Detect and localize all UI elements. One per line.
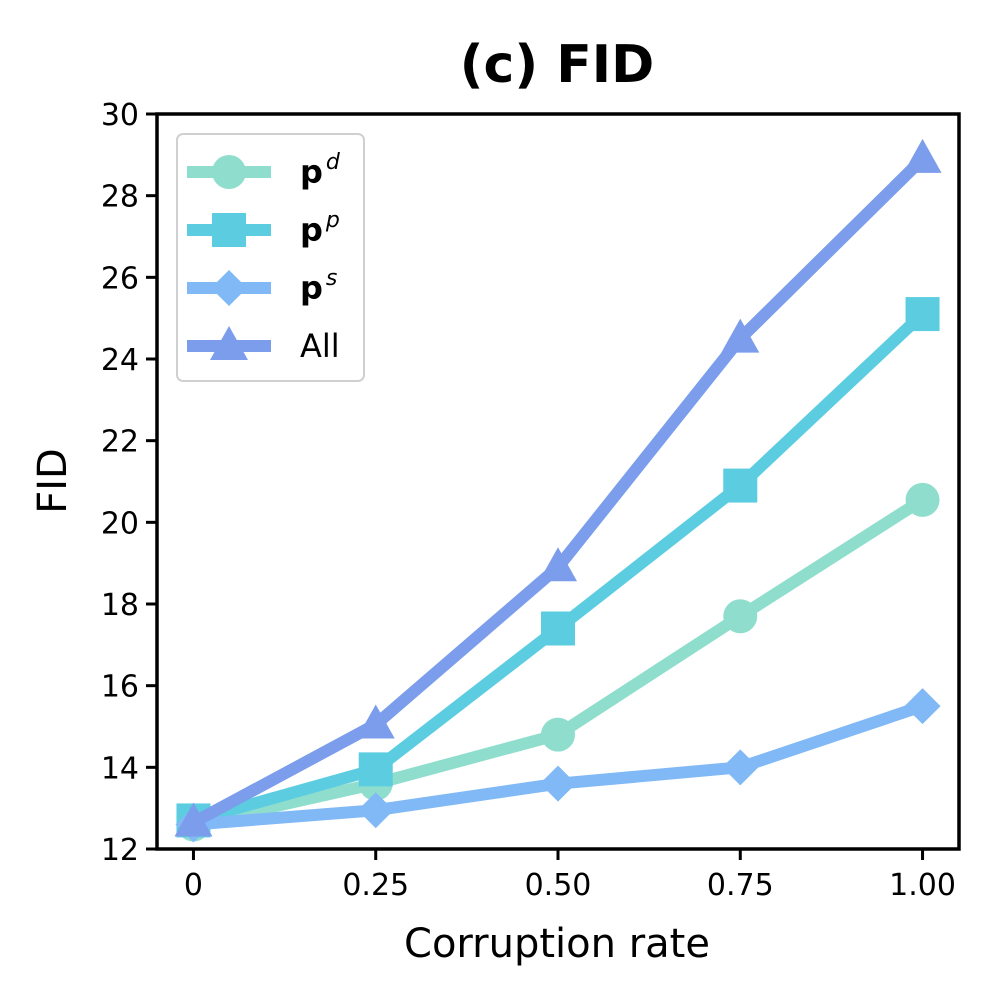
data-point xyxy=(541,611,575,646)
y-tick-label: 26 xyxy=(101,261,139,296)
y-tick-label: 30 xyxy=(101,98,139,133)
series-all xyxy=(174,138,942,837)
data-point xyxy=(904,688,941,725)
x-tick-label: 0 xyxy=(184,868,203,903)
x-axis-title: Corruption rate xyxy=(404,921,710,967)
y-tick-label: 22 xyxy=(101,425,139,460)
legend-label-superscript: p xyxy=(325,208,340,233)
legend-label-superscript: s xyxy=(326,266,337,291)
legend-item: All xyxy=(187,326,340,365)
chart-title: (c) FID xyxy=(460,35,655,95)
legend-label-main: p xyxy=(300,211,323,249)
legend-box xyxy=(176,133,365,382)
y-tick-label: 28 xyxy=(101,180,139,215)
legend-marker xyxy=(212,155,246,189)
data-point xyxy=(723,468,758,503)
data-point xyxy=(905,297,940,332)
y-axis-title: FID xyxy=(30,448,76,514)
data-point xyxy=(723,599,758,634)
data-point xyxy=(721,318,760,353)
plot-area xyxy=(174,138,942,843)
data-point xyxy=(541,717,575,752)
legend-label: All xyxy=(300,327,340,365)
legend-label-main: All xyxy=(300,327,340,365)
legend-marker xyxy=(211,270,247,306)
x-tick-label: 1.00 xyxy=(889,868,956,903)
data-point xyxy=(358,752,393,787)
x-tick-label: 0.75 xyxy=(707,868,774,903)
series-p-s xyxy=(175,688,941,843)
data-point xyxy=(722,749,759,786)
legend-marker xyxy=(212,213,246,247)
x-tick-label: 0.25 xyxy=(342,868,409,903)
x-tick-label: 0.50 xyxy=(525,868,592,903)
data-point xyxy=(540,765,576,802)
y-tick-label: 24 xyxy=(101,343,139,378)
y-tick-label: 18 xyxy=(101,588,139,623)
y-tick-label: 12 xyxy=(101,833,139,868)
data-point xyxy=(174,802,213,837)
y-axis: 12 14 16 18 20 22 24 26 28 30 xyxy=(101,98,157,868)
legend-marker xyxy=(210,326,248,360)
data-point xyxy=(539,547,577,582)
data-point xyxy=(357,792,394,829)
x-axis: 0 0.25 0.50 0.75 1.00 xyxy=(184,849,956,903)
legend-label-main: p xyxy=(300,269,323,307)
data-point xyxy=(903,138,942,173)
y-tick-label: 16 xyxy=(101,670,139,705)
y-tick-label: 14 xyxy=(101,751,139,786)
data-point xyxy=(905,482,940,517)
legend-label-superscript: d xyxy=(326,150,341,175)
legend-label-main: p xyxy=(300,153,323,191)
data-point xyxy=(356,704,395,739)
y-tick-label: 20 xyxy=(101,506,139,541)
